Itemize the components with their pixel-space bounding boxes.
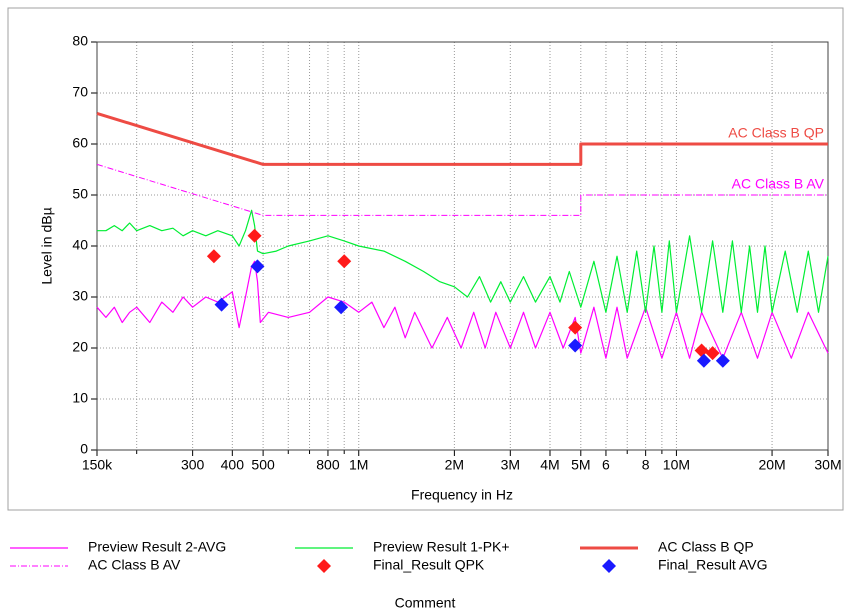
- x-tick-label: 5M: [571, 457, 590, 473]
- x-tick-label: 8: [642, 457, 650, 473]
- series-line: [97, 209, 829, 313]
- marker: [250, 259, 265, 274]
- marker: [247, 228, 262, 243]
- x-tick-label: 500: [251, 457, 275, 473]
- chart-frame: [7, 7, 844, 511]
- annotation: AC Class B AV: [732, 176, 825, 192]
- y-tick-label: 10: [72, 390, 88, 406]
- marker: [568, 320, 583, 335]
- x-tick-label: 1M: [349, 457, 368, 473]
- x-tick-label: 20M: [758, 457, 785, 473]
- x-tick-label: 300: [181, 457, 205, 473]
- series-line: [96, 163, 828, 216]
- legend-label: Final_Result AVG: [658, 557, 767, 573]
- x-tick-label: 3M: [501, 457, 520, 473]
- y-tick-label: 60: [72, 135, 88, 151]
- y-tick-label: 70: [72, 84, 88, 100]
- marker: [337, 254, 352, 269]
- x-tick-label: 6: [602, 457, 610, 473]
- x-tick-label: 150k: [82, 457, 113, 473]
- marker: [694, 343, 709, 358]
- y-tick-label: 20: [72, 339, 88, 355]
- marker: [715, 353, 730, 368]
- x-tick-label: 400: [221, 457, 245, 473]
- legend-marker: [602, 559, 616, 573]
- legend-label: Final_Result QPK: [373, 557, 485, 573]
- series-line: [96, 260, 829, 359]
- legend-label: Preview Result 2-AVG: [88, 539, 226, 555]
- x-axis-label: Frequency in Hz: [411, 487, 513, 503]
- marker: [334, 300, 349, 315]
- marker: [214, 297, 229, 312]
- legend-label: AC Class B AV: [88, 557, 181, 573]
- y-tick-label: 0: [80, 441, 88, 457]
- marker: [206, 249, 221, 264]
- x-tick-label: 4M: [540, 457, 559, 473]
- legend-label: AC Class B QP: [658, 539, 754, 555]
- y-axis-label: Level in dBµ: [39, 207, 55, 284]
- footer: Comment: [395, 595, 456, 611]
- y-tick-label: 40: [72, 237, 88, 253]
- series-line: [96, 111, 828, 166]
- x-tick-label: 800: [316, 457, 340, 473]
- marker: [705, 346, 720, 361]
- y-tick-label: 30: [72, 288, 88, 304]
- legend-label: Preview Result 1-PK+: [373, 539, 510, 555]
- annotation: AC Class B QP: [728, 125, 824, 141]
- x-tick-label: 10M: [663, 457, 690, 473]
- plot-area: [96, 41, 829, 451]
- marker: [568, 338, 583, 353]
- x-tick-label: 2M: [445, 457, 464, 473]
- y-tick-label: 80: [72, 33, 88, 49]
- legend-marker: [317, 559, 331, 573]
- marker: [696, 353, 711, 368]
- x-tick-label: 30M: [814, 457, 841, 473]
- y-tick-label: 50: [72, 186, 88, 202]
